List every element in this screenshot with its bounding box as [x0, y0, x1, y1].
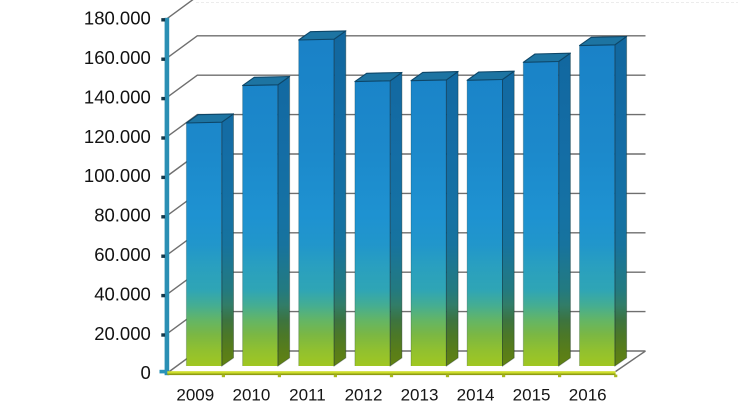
svg-text:180.000: 180.000 [84, 8, 151, 29]
svg-text:2013: 2013 [401, 386, 439, 405]
svg-text:2012: 2012 [345, 386, 383, 405]
svg-text:100.000: 100.000 [84, 165, 151, 186]
svg-text:80.000: 80.000 [94, 205, 151, 226]
svg-text:2016: 2016 [569, 386, 607, 405]
svg-text:40.000: 40.000 [94, 283, 151, 304]
svg-text:140.000: 140.000 [84, 86, 151, 107]
svg-text:2015: 2015 [513, 386, 551, 405]
svg-text:160.000: 160.000 [84, 47, 151, 68]
svg-text:120.000: 120.000 [84, 126, 151, 147]
svg-text:2011: 2011 [289, 386, 326, 405]
svg-text:2010: 2010 [232, 386, 270, 405]
svg-text:60.000: 60.000 [94, 244, 151, 265]
svg-text:2009: 2009 [176, 386, 214, 405]
svg-text:0: 0 [141, 362, 151, 383]
svg-text:2014: 2014 [457, 386, 495, 405]
svg-text:20.000: 20.000 [94, 323, 151, 344]
